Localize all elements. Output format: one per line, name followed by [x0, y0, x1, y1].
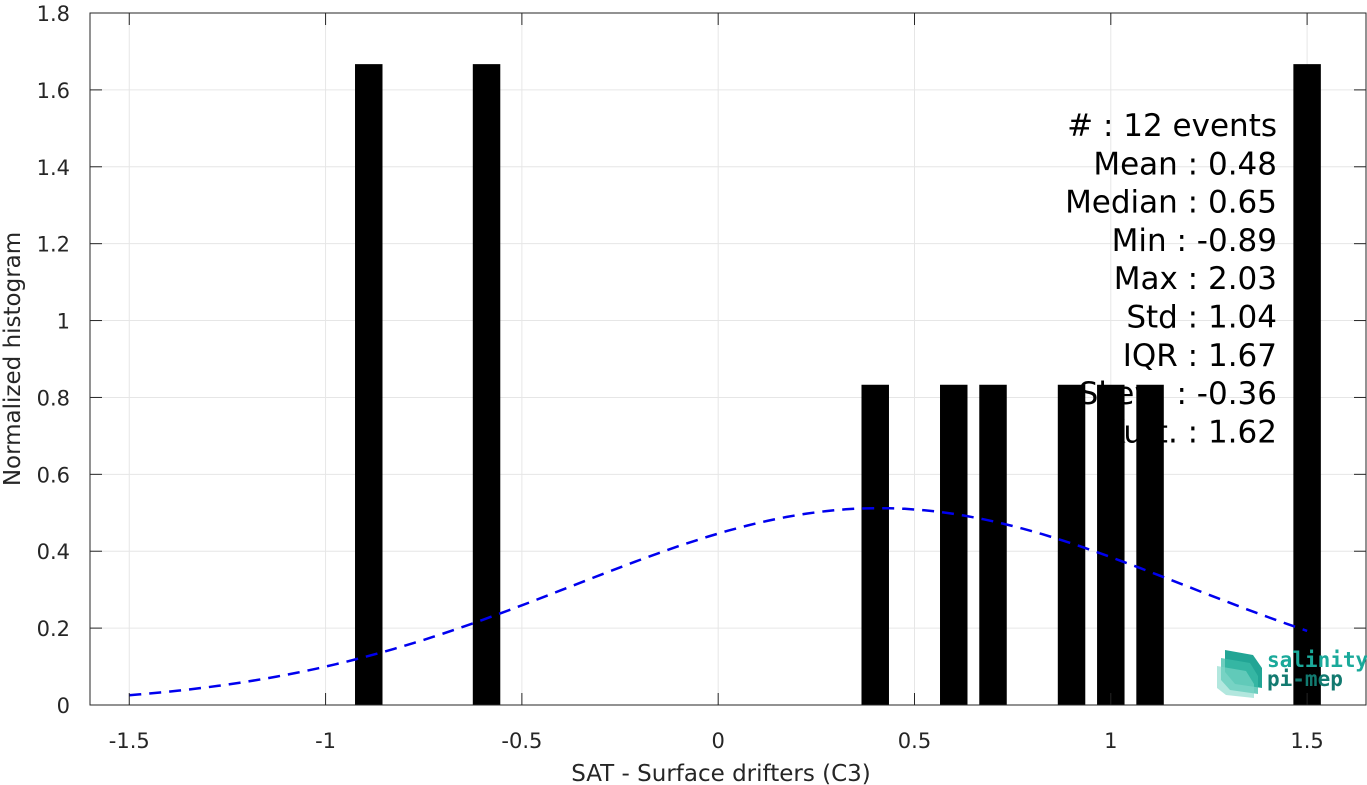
histogram-bar [1136, 384, 1164, 705]
histogram-bar [355, 64, 383, 706]
x-tick-label: -1 [315, 729, 336, 753]
histogram-bar [1097, 384, 1125, 705]
stats-line: IQR : 1.67 [1123, 338, 1277, 374]
logo-text-line2: pi-mep [1267, 667, 1343, 691]
y-tick-label: 1.6 [37, 79, 70, 103]
histogram-bar [979, 384, 1007, 705]
y-tick-label: 0 [57, 694, 70, 718]
y-tick-label: 1.4 [37, 156, 70, 180]
x-tick-labels: -1.5 -1 -0.5 0 0.5 1 1.5 [109, 729, 1324, 753]
logo-text-line1: salinity [1267, 648, 1367, 672]
y-tick-label: 0.4 [37, 540, 70, 564]
x-tick-label: -1.5 [109, 729, 150, 753]
histogram-bar [861, 384, 889, 705]
y-axis-label: Normalized histogram [0, 232, 26, 486]
x-tick-label: 0 [711, 729, 724, 753]
histogram-bars [355, 64, 1321, 706]
stats-line: Std : 1.04 [1126, 300, 1277, 336]
histogram-bar [472, 64, 501, 706]
stats-line: Mean : 0.48 [1093, 146, 1277, 182]
salinity-pi-mep-logo: salinity pi-mep [1217, 648, 1367, 698]
y-tick-label: 0.2 [37, 617, 70, 641]
stats-line: Skew. : -0.36 [1079, 376, 1277, 412]
stats-line: Min : -0.89 [1112, 223, 1277, 259]
y-tick-labels: 0 0.2 0.4 0.6 0.8 1 1.2 1.4 1.6 1.8 [37, 2, 70, 718]
stats-line: Kurt. : 1.62 [1105, 414, 1277, 450]
y-tick-label: 1.8 [37, 2, 70, 26]
histogram-bar [1057, 384, 1086, 705]
x-tick-label: 1 [1104, 729, 1117, 753]
y-tick-label: 0.6 [37, 463, 70, 487]
axis-ticks [90, 12, 1366, 706]
x-tick-label: 0.5 [898, 729, 931, 753]
stats-line: Max : 2.03 [1114, 261, 1277, 297]
axes-box [89, 12, 1367, 706]
stats-line: # : 12 events [1067, 108, 1277, 144]
salinity-layers-icon [1217, 650, 1262, 698]
stats-line: Median : 0.65 [1065, 185, 1277, 221]
histogram-bar [940, 384, 968, 705]
x-tick-label: -0.5 [501, 729, 542, 753]
y-tick-label: 1 [57, 310, 70, 334]
y-tick-label: 0.8 [37, 386, 70, 410]
y-tick-label: 1.2 [37, 233, 70, 257]
histogram-bar [1293, 64, 1321, 706]
x-axis-label: SAT - Surface drifters (C3) [571, 761, 871, 785]
x-tick-label: 1.5 [1290, 729, 1323, 753]
